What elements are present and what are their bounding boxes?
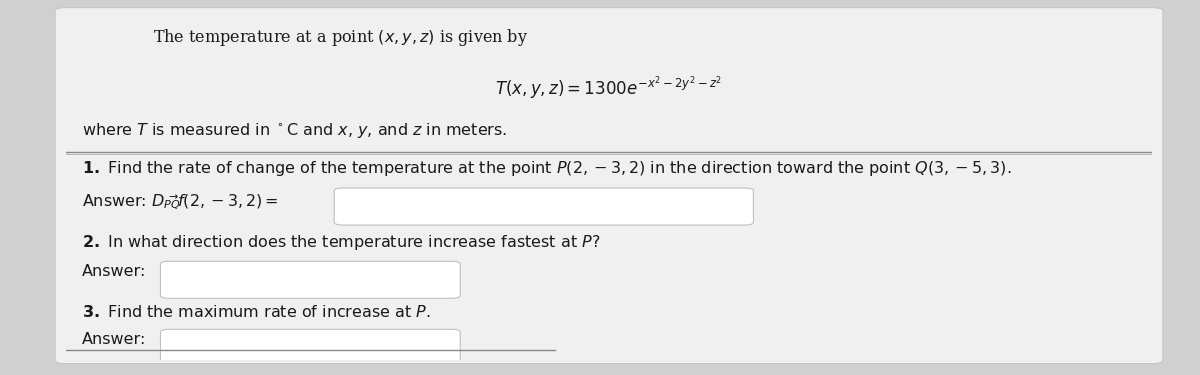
Text: $T(x, y, z) = 1300e^{-x^2-2y^2-z^2}$: $T(x, y, z) = 1300e^{-x^2-2y^2-z^2}$	[496, 74, 722, 102]
FancyBboxPatch shape	[55, 8, 1163, 363]
FancyBboxPatch shape	[335, 188, 754, 225]
Text: $\mathbf{1.}$ Find the rate of change of the temperature at the point $P(2,-3,2): $\mathbf{1.}$ Find the rate of change of…	[83, 159, 1012, 178]
Text: Answer:: Answer:	[83, 332, 146, 347]
FancyBboxPatch shape	[161, 261, 461, 298]
Text: where $T$ is measured in $^\circ$C and $x$, $y$, and $z$ in meters.: where $T$ is measured in $^\circ$C and $…	[83, 121, 508, 140]
Text: Answer:: Answer:	[83, 264, 146, 279]
FancyBboxPatch shape	[161, 329, 461, 366]
Text: Answer: $D_{\overrightarrow{PQ}}\!f(2,-3,2) =$: Answer: $D_{\overrightarrow{PQ}}\!f(2,-3…	[83, 193, 280, 212]
Text: $\mathbf{3.}$ Find the maximum rate of increase at $P$.: $\mathbf{3.}$ Find the maximum rate of i…	[83, 304, 431, 320]
Text: The temperature at a point $(x, y, z)$ is given by: The temperature at a point $(x, y, z)$ i…	[152, 27, 528, 48]
Text: $\mathbf{2.}$ In what direction does the temperature increase fastest at $P$?: $\mathbf{2.}$ In what direction does the…	[83, 233, 601, 252]
